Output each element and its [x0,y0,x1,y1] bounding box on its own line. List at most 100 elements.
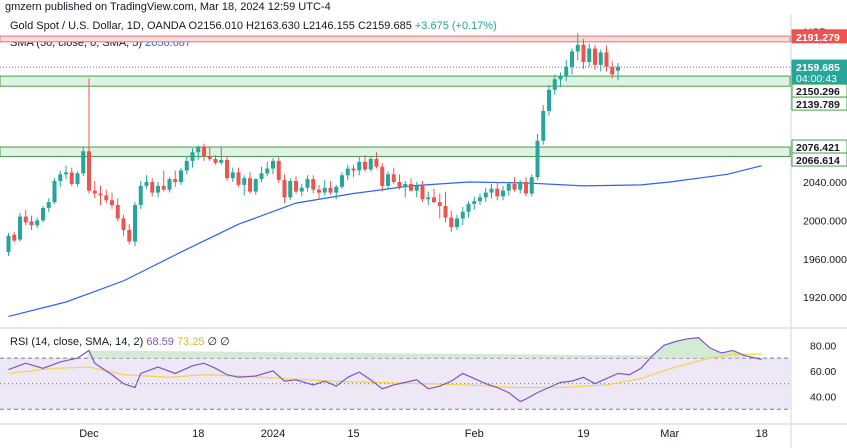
candle-body [207,156,212,159]
candle [299,183,304,197]
candle [248,172,252,194]
rsi-band [0,358,790,410]
candle [265,161,270,177]
candle-body [23,216,28,223]
candle [380,162,385,192]
x-tick-label: 2024 [261,428,285,440]
candle-body [259,173,264,180]
candle-body [437,202,442,206]
symbol-name[interactable]: Gold Spot / U.S. Dollar, 1D, OANDA [10,20,186,32]
candle-body [443,206,448,218]
candle [317,184,321,199]
candle-body [460,211,465,219]
candle-body [196,146,201,153]
candle [455,214,459,230]
ohlc-low: L2146.155 [302,20,355,32]
candle [386,171,390,189]
candle [213,155,218,165]
candle [92,181,97,199]
candle-body [253,179,258,192]
candle [581,38,586,69]
price-label-resistance: 2191.279 [796,32,840,44]
candle [259,166,264,182]
candle [121,214,126,236]
candle [75,171,80,187]
candle [357,156,362,176]
price-label-box [791,152,847,167]
candle [570,48,574,75]
candle [87,78,91,194]
candle-body [150,182,155,193]
candle-body [35,220,40,226]
candle [52,178,57,205]
candle [190,148,195,168]
candle-body [587,48,592,62]
rsi-tick-label: 40.00 [810,391,836,403]
candle-body [230,172,235,179]
candle-body [363,161,367,170]
resistance-zone [0,35,791,43]
rsi-overbought-fill [86,337,748,359]
candle [558,72,563,87]
candle [64,165,68,180]
candle-body [368,158,373,170]
candle [115,198,120,222]
candle-body [552,79,557,90]
candle [363,155,367,172]
ohlc-open: O2156.010 [188,20,243,32]
rsi-tick-label: 80.00 [810,340,836,352]
candle [46,198,51,212]
candle [282,174,287,204]
candle-body [29,221,34,226]
candle-body [18,216,22,240]
candle [466,201,471,218]
candle-body [414,185,419,191]
candle-body [380,166,385,186]
candle [294,176,298,194]
candle [351,164,356,178]
rsi-extra: ∅ ∅ [207,336,230,348]
candle [35,217,40,229]
candle [236,167,241,187]
rsi-label[interactable]: RSI (14, close, SMA, 14, 2) [10,336,144,348]
candle-body [426,197,431,200]
candle-body [127,230,132,242]
candle-body [236,172,241,185]
rsi-sma-line [8,353,762,389]
candle [564,60,569,82]
candle-body [466,204,471,212]
candle-body [81,151,86,174]
candle [575,33,580,61]
candle-body [397,182,402,187]
candle-body [501,190,505,197]
x-tick-label: Dec [79,428,99,440]
candle [483,187,488,203]
candle [432,188,436,204]
candle [472,196,477,210]
candle [173,170,178,187]
candle [604,45,609,72]
candle-body [58,174,63,182]
candle-body [104,195,109,201]
candle [610,61,615,79]
ohlc-high: H2163.630 [246,20,300,32]
price-label-box [791,29,847,44]
candle-body [156,185,160,193]
candle [196,145,201,160]
candle [127,224,132,245]
candle-body [317,189,321,193]
candle [437,193,442,219]
candle-body [202,146,206,157]
candle [512,177,517,192]
candle [535,134,540,181]
candle [489,183,494,199]
candle [41,206,45,223]
candle-body [598,52,603,65]
candle-body [506,183,511,191]
candle [552,74,557,95]
candle-body [518,182,523,190]
rsi-sma-value: 73.25 [176,336,205,348]
candle-body [299,187,304,192]
candle-body [581,44,586,62]
